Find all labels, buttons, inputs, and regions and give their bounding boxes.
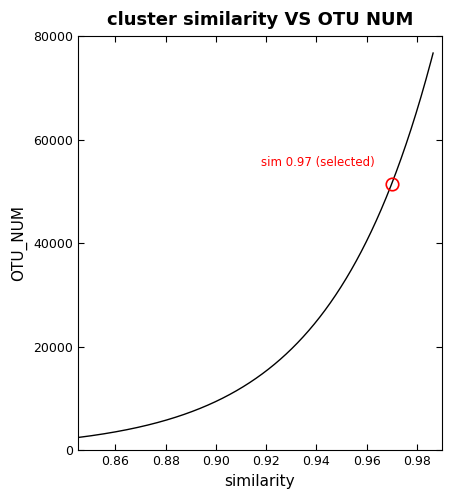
X-axis label: similarity: similarity: [225, 474, 295, 489]
Y-axis label: OTU_NUM: OTU_NUM: [11, 206, 27, 282]
Title: cluster similarity VS OTU NUM: cluster similarity VS OTU NUM: [106, 11, 413, 29]
Text: sim 0.97 (selected): sim 0.97 (selected): [261, 156, 375, 168]
